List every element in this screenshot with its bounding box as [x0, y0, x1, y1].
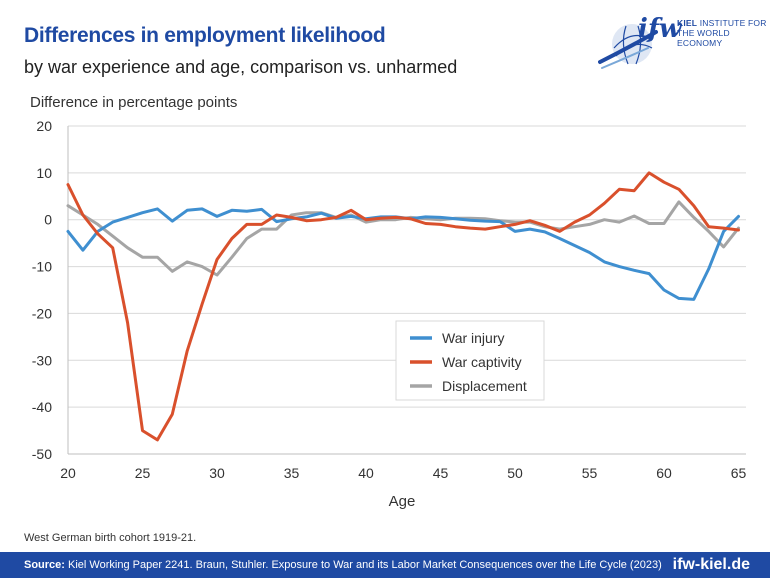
series-line-displacement — [66, 200, 740, 277]
x-tick-label: 30 — [209, 465, 225, 481]
y-tick-label: 10 — [36, 165, 52, 181]
x-axis-title: Age — [389, 493, 416, 510]
x-tick-label: 50 — [507, 465, 523, 481]
line-chart: 20 10 0 -10 -20 -30 -40 -50 20 25 30 35 40 45 50 55 60 65… — [30, 94, 747, 510]
x-tick-label: 65 — [731, 465, 747, 481]
globe-icon — [598, 24, 658, 69]
y-tick-label: -10 — [32, 259, 52, 275]
x-tick-label: 25 — [135, 465, 151, 481]
y-tick-label: 20 — [36, 118, 52, 134]
kiel-institute-logo[interactable]: ifw KIEL INSTITUTE FOR THE WORLD ECONOMY — [598, 12, 768, 82]
axes: 20 10 0 -10 -20 -30 -40 -50 20 25 30 35 40 45 50 55 60 65… — [30, 94, 747, 510]
series-line-war-injury — [66, 207, 740, 301]
gridlines — [68, 125, 746, 455]
x-tick-label: 45 — [433, 465, 449, 481]
series-lines — [66, 171, 740, 442]
y-tick-label: 0 — [44, 212, 52, 228]
footnote: West German birth cohort 1919-21. — [24, 532, 197, 544]
legend: War injury War captivity Displacement — [395, 320, 545, 401]
website-link[interactable]: ifw-kiel.de — [672, 556, 750, 573]
y-tick-label: -50 — [32, 446, 52, 462]
footer-bar: Source: Kiel Working Paper 2241. Braun, … — [0, 552, 770, 578]
legend-label: War captivity — [442, 354, 522, 370]
logo-text: KIEL INSTITUTE FOR THE WORLD ECONOMY — [677, 18, 770, 48]
x-tick-label: 60 — [656, 465, 672, 481]
series-line-war-captivity — [66, 171, 740, 442]
logo-line2: THE WORLD ECONOMY — [677, 28, 730, 48]
x-tick-label: 35 — [284, 465, 300, 481]
logo-mark: ifw — [638, 14, 682, 44]
source-label: Source: — [24, 559, 65, 571]
legend-label: Displacement — [442, 378, 527, 394]
chart-subtitle: by war experience and age, comparison vs… — [24, 57, 458, 77]
x-tick-label: 20 — [60, 465, 76, 481]
y-axis-title: Difference in percentage points — [30, 94, 237, 111]
chart-title: Differences in employment likelihood — [24, 24, 386, 47]
x-tick-label: 40 — [358, 465, 374, 481]
x-tick-label: 55 — [582, 465, 598, 481]
y-tick-label: -20 — [32, 305, 52, 321]
source-citation: Source: Kiel Working Paper 2241. Braun, … — [24, 559, 662, 571]
logo-line1-bold: KIEL — [677, 18, 698, 28]
logo-line1-rest: INSTITUTE FOR — [697, 18, 767, 28]
source-text: Kiel Working Paper 2241. Braun, Stuhler.… — [64, 559, 662, 571]
y-tick-label: -30 — [32, 352, 52, 368]
legend-label: War injury — [442, 330, 505, 346]
y-tick-label: -40 — [32, 399, 52, 415]
